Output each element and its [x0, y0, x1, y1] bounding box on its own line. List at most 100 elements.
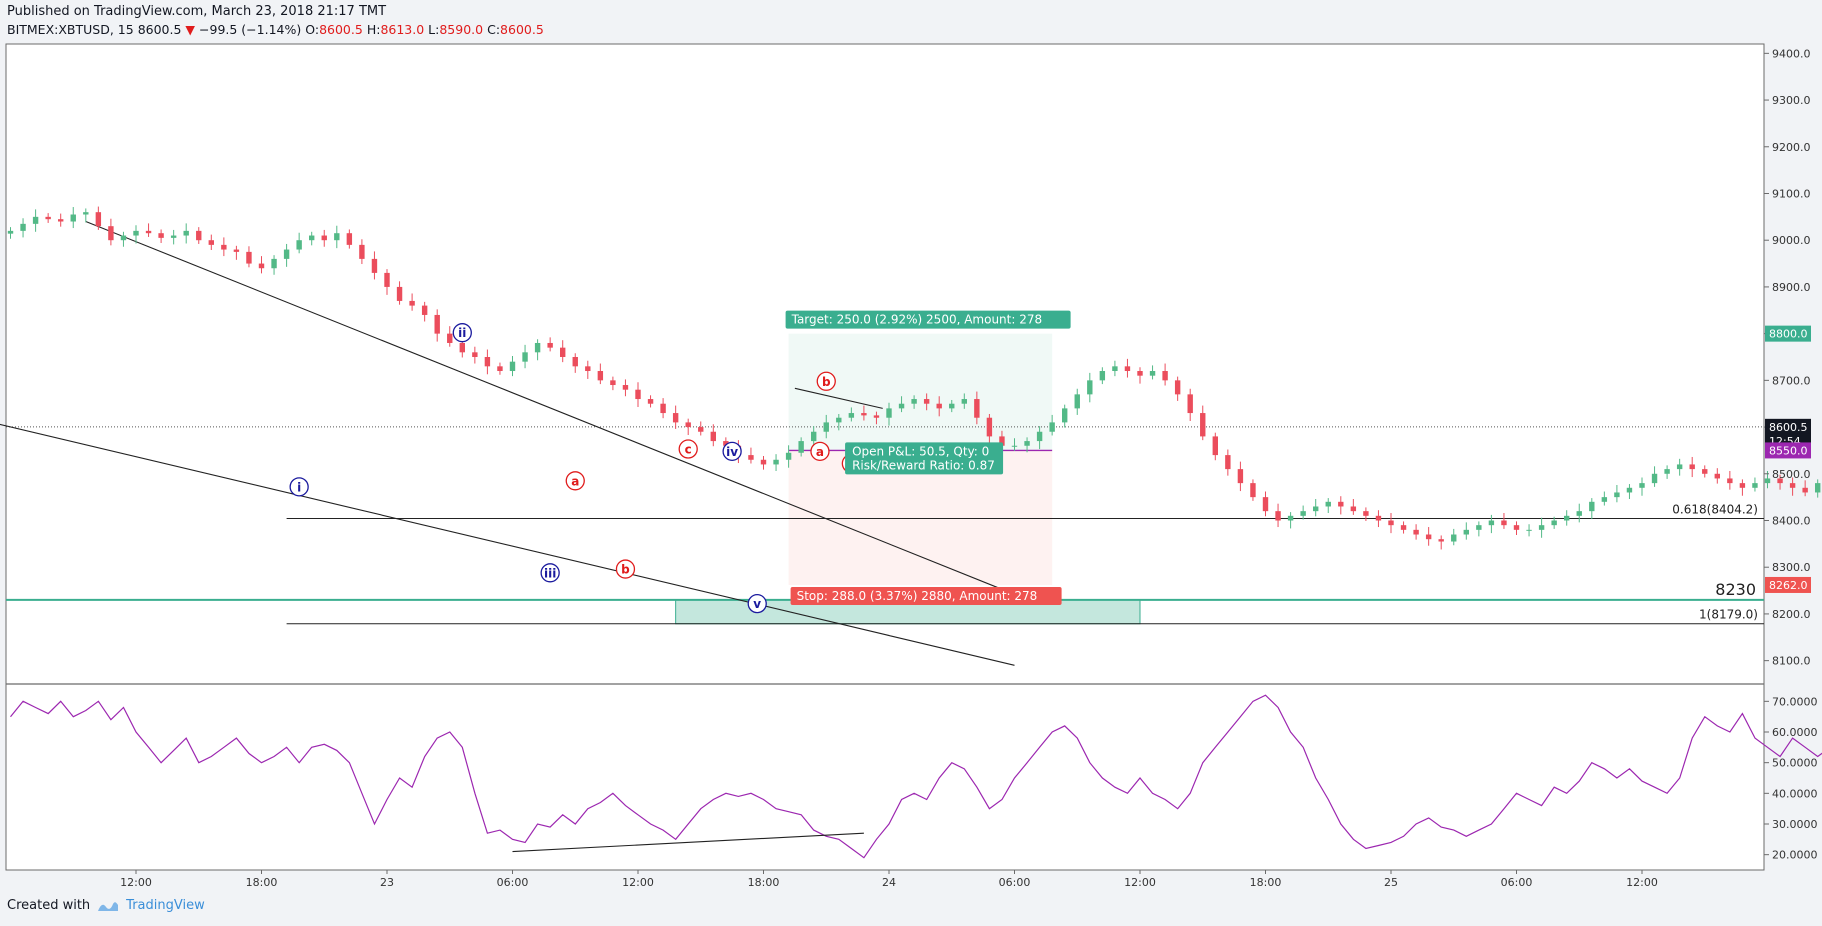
candle[interactable] — [1815, 483, 1821, 493]
candle[interactable] — [1451, 534, 1457, 542]
candle[interactable] — [83, 212, 89, 215]
candle[interactable] — [1425, 534, 1432, 540]
candle[interactable] — [1099, 371, 1106, 381]
candle[interactable] — [120, 235, 127, 241]
candle[interactable] — [1664, 469, 1670, 474]
candle[interactable] — [1413, 529, 1419, 535]
candle[interactable] — [334, 233, 340, 241]
candle[interactable] — [384, 272, 390, 287]
candle[interactable] — [1074, 394, 1080, 409]
candle[interactable] — [1137, 371, 1143, 376]
candle[interactable] — [1124, 366, 1131, 372]
candle[interactable] — [1174, 380, 1181, 395]
candle[interactable] — [1275, 511, 1281, 521]
candle[interactable] — [1388, 520, 1394, 526]
candle[interactable] — [133, 230, 139, 236]
candle[interactable] — [7, 230, 14, 234]
candle[interactable] — [1300, 511, 1306, 516]
candle[interactable] — [1375, 515, 1382, 521]
candle[interactable] — [95, 212, 102, 227]
channel-line[interactable] — [85, 221, 1015, 595]
candle[interactable] — [685, 422, 691, 428]
candle[interactable] — [1212, 436, 1218, 456]
candle[interactable] — [396, 286, 403, 301]
candle[interactable] — [1313, 506, 1319, 512]
candle[interactable] — [421, 305, 428, 315]
candle[interactable] — [785, 452, 792, 460]
candle[interactable] — [1463, 529, 1469, 535]
candle[interactable] — [346, 233, 353, 245]
candle[interactable] — [760, 459, 767, 465]
candle[interactable] — [246, 251, 252, 264]
candle[interactable] — [1062, 408, 1068, 423]
target-label[interactable]: Target: 250.0 (2.92%) 2500, Amount: 278 — [785, 310, 1071, 329]
candle[interactable] — [1589, 501, 1595, 512]
candle[interactable] — [1526, 529, 1532, 531]
candle[interactable] — [936, 403, 942, 409]
candle[interactable] — [748, 455, 754, 460]
candle[interactable] — [45, 216, 51, 220]
candle[interactable] — [497, 366, 503, 372]
candle[interactable] — [359, 244, 365, 259]
candle[interactable] — [597, 371, 604, 381]
candle[interactable] — [898, 403, 905, 409]
candle[interactable] — [1501, 520, 1507, 526]
candle[interactable] — [1764, 478, 1771, 484]
candle[interactable] — [1551, 520, 1557, 526]
candle[interactable] — [1200, 413, 1206, 437]
stop-label[interactable]: Stop: 288.0 (3.37%) 2880, Amount: 278 — [790, 586, 1062, 605]
candle[interactable] — [32, 216, 39, 224]
candle[interactable] — [886, 408, 892, 418]
wave-label[interactable]: c — [678, 439, 698, 459]
candle[interactable] — [1702, 469, 1708, 474]
candle[interactable] — [1752, 483, 1758, 488]
candle[interactable] — [999, 436, 1005, 446]
candle[interactable] — [1036, 431, 1043, 442]
wave-label[interactable]: i — [289, 477, 309, 497]
candle[interactable] — [660, 403, 666, 414]
candle[interactable] — [1363, 511, 1369, 516]
candle[interactable] — [635, 389, 641, 400]
candle[interactable] — [1777, 478, 1783, 484]
wave-label[interactable]: a — [810, 441, 830, 462]
candle[interactable] — [1714, 473, 1720, 479]
candle[interactable] — [1112, 366, 1118, 372]
candle[interactable] — [698, 427, 704, 432]
candle[interactable] — [1149, 371, 1156, 376]
candle[interactable] — [710, 431, 716, 442]
candle[interactable] — [509, 361, 516, 372]
candle[interactable] — [1400, 525, 1407, 530]
candle[interactable] — [1513, 525, 1520, 530]
candle[interactable] — [1350, 506, 1357, 512]
candle[interactable] — [1488, 520, 1495, 526]
rsi-divergence-line[interactable] — [512, 832, 864, 853]
candle[interactable] — [1789, 483, 1796, 488]
candle[interactable] — [861, 413, 867, 416]
candle[interactable] — [647, 399, 654, 404]
candle[interactable] — [560, 347, 566, 357]
candle[interactable] — [823, 422, 829, 432]
candle[interactable] — [58, 219, 64, 222]
candle[interactable] — [258, 263, 265, 269]
candle[interactable] — [1049, 422, 1055, 432]
candle[interactable] — [1476, 525, 1482, 530]
candle[interactable] — [309, 235, 315, 241]
candle[interactable] — [170, 235, 177, 238]
candle[interactable] — [371, 258, 378, 273]
candle[interactable] — [949, 403, 955, 409]
candle[interactable] — [873, 415, 880, 418]
candle[interactable] — [208, 240, 214, 245]
candle[interactable] — [70, 214, 76, 222]
wave-label[interactable]: b — [816, 371, 836, 391]
candle[interactable] — [1287, 515, 1294, 521]
wave-label[interactable]: a — [565, 471, 585, 491]
candle[interactable] — [1225, 455, 1231, 470]
candle[interactable] — [1011, 445, 1018, 447]
target-zone[interactable] — [788, 333, 1053, 451]
candle[interactable] — [1626, 487, 1633, 493]
candle[interactable] — [1802, 487, 1808, 493]
candle[interactable] — [447, 333, 453, 343]
candle[interactable] — [1639, 483, 1645, 488]
candle[interactable] — [1250, 483, 1256, 498]
candle[interactable] — [1237, 469, 1244, 484]
